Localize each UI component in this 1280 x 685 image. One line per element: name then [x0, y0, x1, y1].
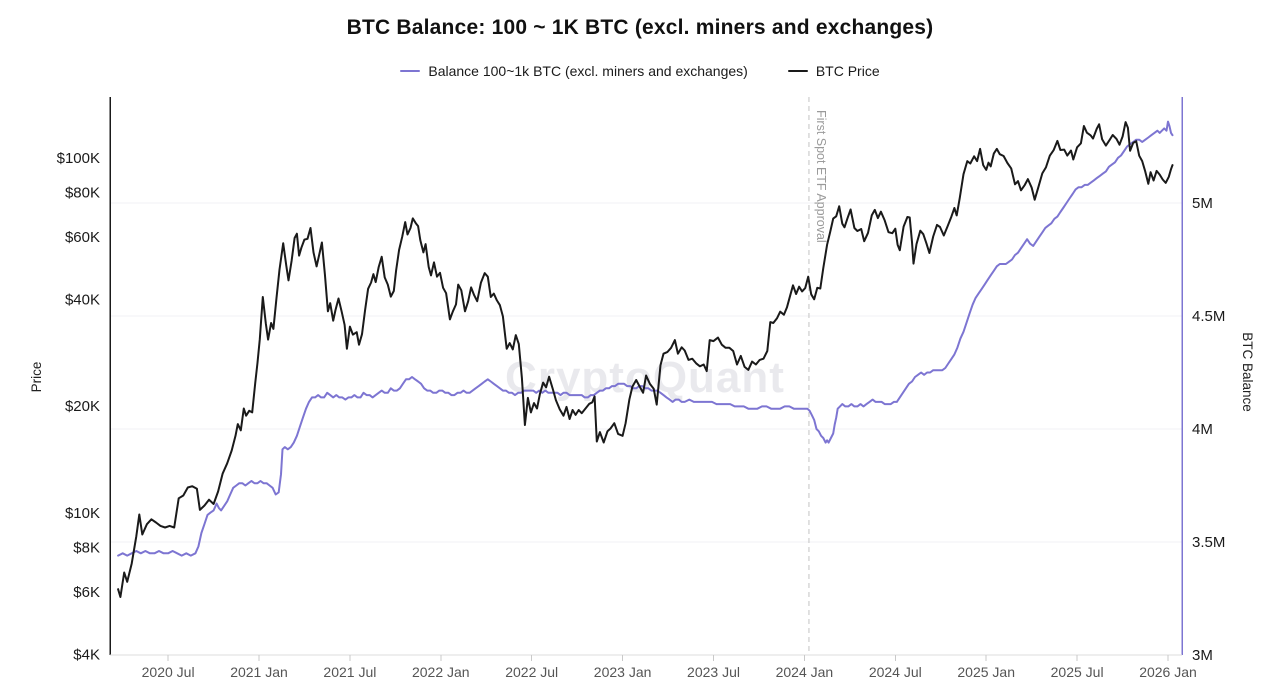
- legend: Balance 100~1k BTC (excl. miners and exc…: [0, 63, 1280, 79]
- page-title: BTC Balance: 100 ~ 1K BTC (excl. miners …: [346, 16, 934, 39]
- right-axis-tick-label: 4M: [1192, 421, 1213, 438]
- left-axis-tick-label: $60K: [65, 229, 100, 246]
- left-axis-tick-label: $40K: [65, 291, 100, 308]
- left-axis-tick-label: $80K: [65, 184, 100, 201]
- left-axis-title: Price: [29, 362, 44, 393]
- left-axis-tick-label: $6K: [73, 584, 100, 601]
- x-axis-tick-label: 2025 Jan: [957, 664, 1015, 680]
- x-axis-tick-label: 2022 Jul: [505, 664, 558, 680]
- right-axis-tick-label: 5M: [1192, 195, 1213, 212]
- x-axis-tick-label: 2024 Jul: [869, 664, 922, 680]
- legend-label-balance: Balance 100~1k BTC (excl. miners and exc…: [428, 63, 748, 79]
- legend-label-price: BTC Price: [815, 63, 880, 79]
- x-axis-tick-label: 2021 Jul: [323, 664, 376, 680]
- x-axis-tick-label: 2023 Jan: [594, 664, 652, 680]
- right-axis-title: BTC Balance: [1240, 332, 1255, 412]
- left-axis-tick-label: $4K: [73, 646, 100, 663]
- legend-item-price[interactable]: BTC Price: [787, 63, 880, 79]
- legend-item-balance[interactable]: Balance 100~1k BTC (excl. miners and exc…: [400, 63, 748, 79]
- x-axis-tick-label: 2026 Jan: [1139, 664, 1197, 680]
- right-axis-tick-label: 3.5M: [1192, 534, 1225, 551]
- balance-line: [117, 120, 1174, 557]
- x-axis-tick-label: 2025 Jul: [1051, 664, 1104, 680]
- x-axis-tick-label: 2022 Jan: [412, 664, 470, 680]
- etf-annotation-label: First Spot ETF Approval: [814, 110, 828, 243]
- price-line-swatch-icon: [787, 69, 808, 73]
- left-axis-tick-label: $100K: [57, 150, 100, 167]
- left-axis-tick-label: $20K: [65, 398, 100, 415]
- balance-line-swatch-icon: [400, 69, 421, 73]
- x-axis-tick-label: 2023 Jul: [687, 664, 740, 680]
- x-axis-tick-label: 2024 Jan: [776, 664, 834, 680]
- price-line: [117, 121, 1174, 598]
- right-axis-tick-label: 3M: [1192, 647, 1213, 664]
- left-axis-tick-label: $10K: [65, 505, 100, 522]
- x-axis-tick-label: 2021 Jan: [230, 664, 288, 680]
- x-axis-tick-label: 2020 Jul: [142, 664, 195, 680]
- right-axis-tick-label: 4.5M: [1192, 308, 1225, 325]
- left-axis-tick-label: $8K: [73, 539, 100, 556]
